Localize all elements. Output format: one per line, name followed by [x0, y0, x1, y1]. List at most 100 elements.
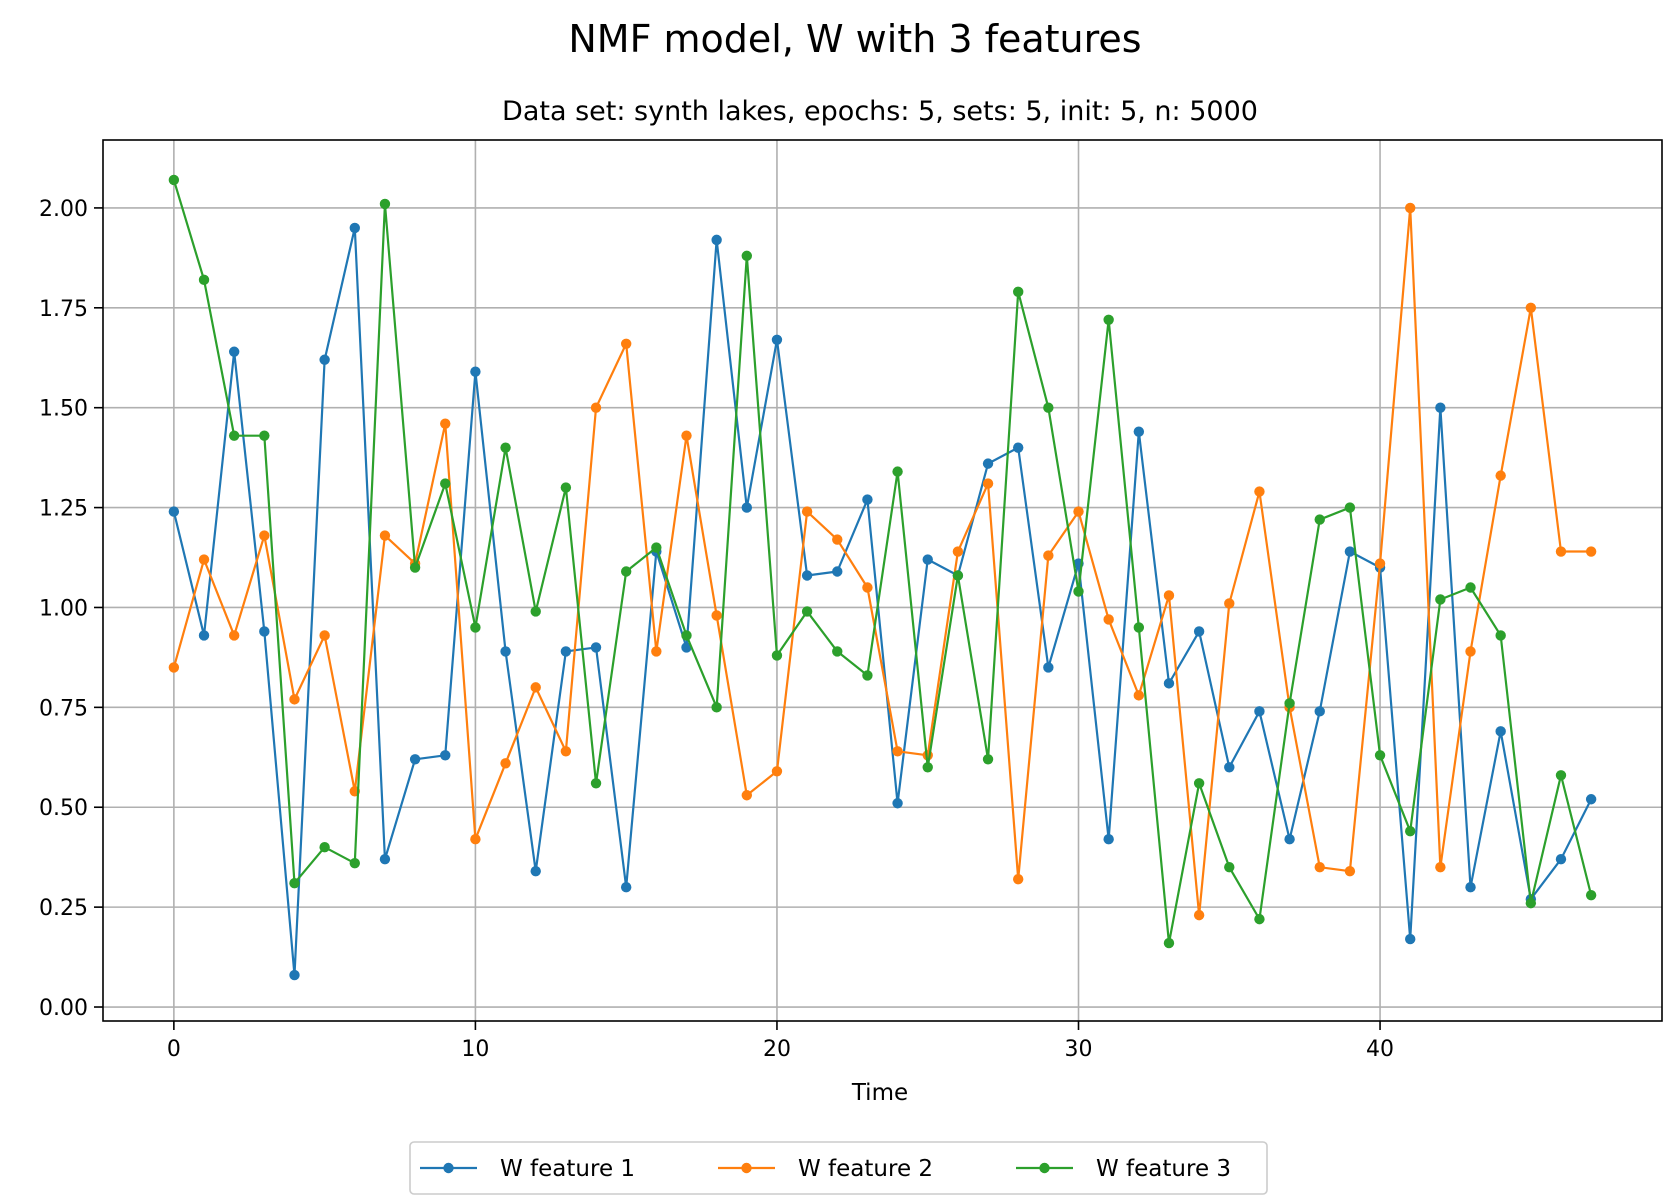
x-tick-label: 10 [461, 1037, 489, 1062]
data-point [1043, 402, 1054, 413]
data-point [168, 506, 180, 517]
data-point [259, 530, 270, 541]
data-point [198, 630, 210, 641]
data-point [1254, 486, 1265, 497]
data-point [440, 478, 451, 489]
series-feature-1 [168, 222, 1597, 981]
data-point [1012, 442, 1024, 453]
data-point [832, 534, 843, 545]
data-point [1465, 646, 1476, 657]
data-point [741, 502, 753, 513]
data-point [409, 754, 421, 765]
data-point [1254, 913, 1265, 925]
data-point [590, 778, 602, 789]
legend-label: W feature 1 [500, 1156, 635, 1182]
data-point [1073, 586, 1084, 597]
data-point [590, 402, 602, 413]
data-point [228, 430, 240, 441]
x-tick-label: 40 [1366, 1037, 1394, 1062]
data-point [409, 562, 421, 573]
data-point [620, 566, 632, 577]
y-tick-label: 0.00 [39, 996, 88, 1021]
data-point [741, 790, 753, 801]
data-point [1555, 770, 1567, 781]
data-point [982, 458, 994, 469]
data-point [198, 554, 210, 565]
data-point [1254, 706, 1265, 717]
data-point [1465, 881, 1476, 893]
data-point [952, 546, 964, 557]
data-point [1103, 834, 1114, 845]
data-point [470, 834, 481, 845]
data-point [168, 662, 180, 673]
y-tick-label: 1.75 [39, 297, 88, 322]
data-point [198, 274, 210, 286]
data-point [711, 234, 722, 246]
x-axis-label: Time [851, 1080, 908, 1106]
data-point [922, 762, 933, 773]
data-point [1435, 402, 1446, 413]
data-point [862, 582, 873, 593]
y-tick-label: 1.25 [39, 497, 88, 522]
data-point [560, 746, 572, 757]
data-point [1495, 630, 1506, 641]
data-point [379, 198, 391, 210]
data-point [289, 877, 300, 889]
data-point [1133, 690, 1145, 701]
data-point [1555, 853, 1567, 865]
data-point [1555, 546, 1567, 557]
data-point [620, 338, 632, 349]
data-point [1525, 302, 1537, 314]
data-point [1103, 614, 1114, 625]
legend-marker [443, 1162, 454, 1174]
data-point [1435, 594, 1446, 605]
data-point [982, 754, 994, 765]
data-point [1133, 622, 1145, 633]
data-point [1043, 550, 1054, 561]
data-point [1193, 778, 1205, 789]
data-point [952, 570, 964, 581]
data-point [1284, 834, 1295, 845]
y-tick-label: 0.25 [39, 896, 88, 921]
y-tick-label: 1.00 [39, 596, 88, 621]
data-point [1314, 706, 1325, 717]
data-point [1405, 933, 1416, 945]
data-point [1585, 546, 1597, 557]
data-point [922, 554, 933, 565]
data-point [530, 606, 541, 617]
data-point [1193, 909, 1205, 921]
data-point [1163, 937, 1175, 949]
plot-frame [102, 139, 1663, 1022]
data-point [681, 630, 692, 641]
data-point [620, 881, 632, 893]
chart-title: NMF model, W with 3 features [568, 17, 1141, 61]
data-point [1495, 726, 1506, 737]
data-point [651, 542, 662, 553]
data-point [892, 746, 903, 757]
data-point [801, 570, 813, 581]
data-point [1193, 626, 1205, 637]
data-point [651, 646, 662, 657]
data-point [470, 366, 481, 377]
data-point [259, 430, 270, 441]
data-point [1585, 889, 1597, 901]
data-point [1374, 750, 1386, 761]
data-point [259, 626, 270, 637]
data-point [1012, 286, 1024, 298]
data-point [319, 630, 330, 641]
data-point [1224, 861, 1235, 873]
y-tick-label: 0.75 [39, 696, 88, 721]
data-point [711, 610, 722, 621]
data-point [771, 766, 783, 777]
data-point [1073, 506, 1084, 517]
chart-legend: W feature 1 W feature 2 W feature 3 [409, 1141, 1268, 1195]
data-point [1525, 897, 1537, 909]
data-point [470, 622, 481, 633]
data-point [1374, 558, 1386, 569]
data-point [1284, 698, 1295, 709]
series-lines [168, 174, 1597, 981]
series-line [172, 206, 1592, 917]
data-point [862, 670, 873, 681]
data-point [1585, 794, 1597, 805]
data-point [560, 646, 572, 657]
